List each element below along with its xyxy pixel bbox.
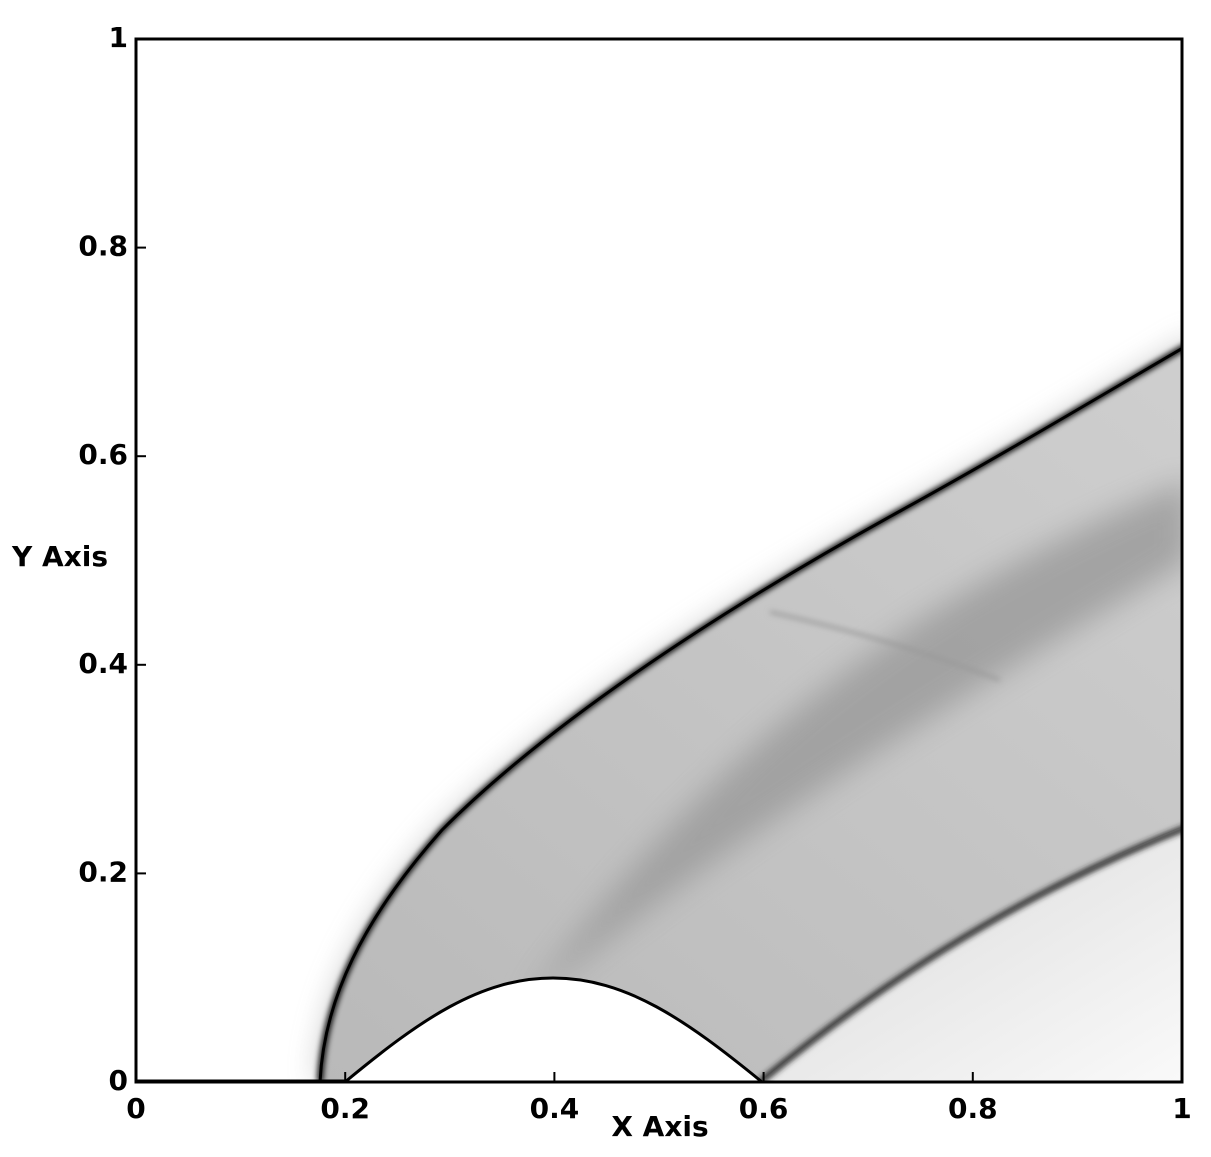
y-tick-label: 0 [109, 1064, 128, 1097]
x-tick-label: 0.6 [739, 1092, 789, 1125]
y-tick-label: 0.4 [78, 647, 128, 680]
y-tick-label: 0.8 [78, 230, 128, 263]
x-tick-label: 0 [126, 1092, 145, 1125]
x-axis-label: X Axis [611, 1110, 708, 1143]
y-tick-label: 1 [109, 21, 128, 54]
x-tick-label: 1 [1172, 1092, 1191, 1125]
x-tick-label: 0.8 [948, 1092, 998, 1125]
y-axis-label: Y Axis [11, 540, 108, 573]
x-tick-label: 0.4 [530, 1092, 580, 1125]
y-tick-label: 0.6 [78, 438, 128, 471]
x-tick-label: 0.2 [320, 1092, 370, 1125]
y-tick-label: 0.2 [78, 855, 128, 888]
field-shading [136, 345, 1182, 1082]
plot-frame [134, 37, 1184, 1084]
